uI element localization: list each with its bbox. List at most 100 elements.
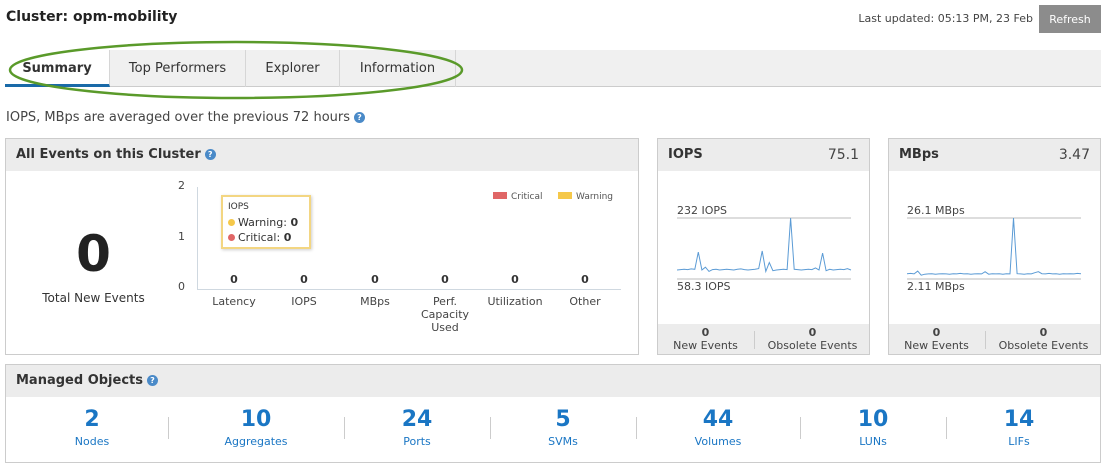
iops-obsolete-events[interactable]: 0 Obsolete Events [756, 326, 869, 352]
tooltip-warning-label: Warning: [238, 216, 287, 229]
divider [168, 417, 169, 439]
divider [754, 331, 755, 349]
tooltip-critical: Critical: 0 [228, 230, 304, 245]
label: Ports [403, 435, 431, 448]
averaging-note: IOPS, MBps are averaged over the previou… [6, 110, 365, 125]
note-text: IOPS, MBps are averaged over the previou… [6, 110, 350, 125]
x-tick-latency: Latency [212, 295, 256, 308]
object-lifs[interactable]: 14 LIFs [959, 407, 1079, 448]
bar-value: 0 [511, 273, 519, 286]
mbps-footer: 0 New Events 0 Obsolete Events [889, 324, 1100, 354]
tab-summary[interactable]: Summary [5, 50, 110, 87]
iops-min-label: 58.3 IOPS [677, 280, 731, 293]
events-title: All Events on this Cluster [16, 147, 201, 162]
label: SVMs [548, 435, 578, 448]
object-luns[interactable]: 10 LUNs [813, 407, 933, 448]
y-tick: 1 [178, 230, 185, 243]
warning-dot-icon [228, 219, 235, 226]
label: Obsolete Events [998, 339, 1089, 352]
divider [344, 417, 345, 439]
managed-objects-header: Managed Objects? [6, 365, 1100, 397]
object-aggregates[interactable]: 10 Aggregates [196, 407, 316, 448]
events-panel: All Events on this Cluster? 0 Total New … [5, 138, 639, 355]
mbps-obsolete-events[interactable]: 0 Obsolete Events [987, 326, 1100, 352]
total-new-events-label: Total New Events [42, 291, 145, 305]
count: 14 [1003, 407, 1035, 432]
tooltip-warning-value: 0 [290, 216, 299, 229]
x-tick-utilization: Utilization [487, 295, 543, 308]
help-icon[interactable]: ? [146, 375, 158, 386]
tooltip-warning: Warning: 0 [228, 215, 304, 230]
label: New Events [904, 339, 969, 352]
iops-panel[interactable]: IOPS 75.1 232 IOPS 58.3 IOPS 0 New Events … [657, 138, 870, 355]
page-title: Cluster: opm-mobility [6, 9, 178, 25]
label: Aggregates [224, 435, 288, 448]
sparkline-series [907, 217, 1082, 276]
x-axis [197, 289, 621, 290]
count: 44 [702, 407, 734, 432]
tooltip-title: IOPS [228, 202, 249, 212]
annotation-ellipse [8, 40, 464, 100]
tab-explorer[interactable]: Explorer [246, 50, 340, 87]
iops-value: 75.1 [827, 147, 859, 163]
y-axis [197, 187, 198, 289]
legend-label: Warning [576, 192, 614, 202]
critical-dot-icon [228, 234, 235, 241]
divider [800, 417, 801, 439]
sparkline-series [677, 217, 852, 274]
object-nodes[interactable]: 2 Nodes [32, 407, 152, 448]
tab-bar: Summary Top Performers Explorer Informat… [5, 50, 1101, 87]
legend-warning[interactable]: Warning [558, 192, 613, 202]
y-tick: 2 [178, 179, 185, 192]
mbps-panel[interactable]: MBps 3.47 26.1 MBps 2.11 MBps 0 New Events… [888, 138, 1101, 355]
mbps-title: MBps [899, 147, 939, 162]
tab-top-performers[interactable]: Top Performers [110, 50, 246, 87]
mbps-max-label: 26.1 MBps [907, 204, 965, 217]
y-tick: 0 [178, 280, 185, 293]
count: 0 [808, 326, 817, 339]
mbps-new-events[interactable]: 0 New Events [889, 326, 984, 352]
count: 0 [701, 326, 710, 339]
x-tick-iops: IOPS [291, 295, 317, 308]
label: LIFs [1008, 435, 1030, 448]
legend-label: Critical [511, 192, 543, 202]
managed-objects-panel: Managed Objects? 2 Nodes 10 Aggregates 24 P… [5, 364, 1101, 463]
divider [985, 331, 986, 349]
bar-value: 0 [371, 273, 379, 286]
bar-value: 0 [581, 273, 589, 286]
count: 24 [401, 407, 433, 432]
iops-footer: 0 New Events 0 Obsolete Events [658, 324, 869, 354]
bar-value: 0 [230, 273, 238, 286]
iops-title: IOPS [668, 147, 703, 162]
iops-header: IOPS 75.1 [658, 139, 869, 171]
object-svms[interactable]: 5 SVMs [503, 407, 623, 448]
tab-information[interactable]: Information [340, 50, 456, 87]
total-new-events: 0 [76, 225, 111, 283]
count: 0 [932, 326, 941, 339]
object-volumes[interactable]: 44 Volumes [658, 407, 778, 448]
count: 2 [84, 407, 100, 432]
x-tick-perf-capacity: Perf. Capacity Used [420, 295, 470, 334]
bar-value: 0 [441, 273, 449, 286]
events-panel-header: All Events on this Cluster? [6, 139, 638, 171]
help-icon[interactable]: ? [354, 112, 365, 123]
mbps-value: 3.47 [1058, 147, 1090, 163]
count: 10 [240, 407, 272, 432]
help-icon[interactable]: ? [204, 149, 216, 160]
label: Nodes [74, 435, 110, 448]
refresh-button[interactable]: Refresh [1039, 5, 1101, 33]
label: New Events [673, 339, 738, 352]
label: Volumes [694, 435, 742, 448]
legend-critical[interactable]: Critical [493, 192, 542, 202]
tooltip-critical-value: 0 [283, 231, 292, 244]
mbps-sparkline [907, 217, 1082, 280]
iops-max-label: 232 IOPS [677, 204, 728, 217]
x-tick-mbps: MBps [360, 295, 390, 308]
object-ports[interactable]: 24 Ports [357, 407, 477, 448]
managed-objects-title: Managed Objects [16, 373, 143, 388]
count: 5 [555, 407, 571, 432]
mbps-min-label: 2.11 MBps [907, 280, 965, 293]
divider [636, 417, 637, 439]
iops-new-events[interactable]: 0 New Events [658, 326, 753, 352]
last-updated: Last updated: 05:13 PM, 23 Feb [858, 12, 1033, 25]
